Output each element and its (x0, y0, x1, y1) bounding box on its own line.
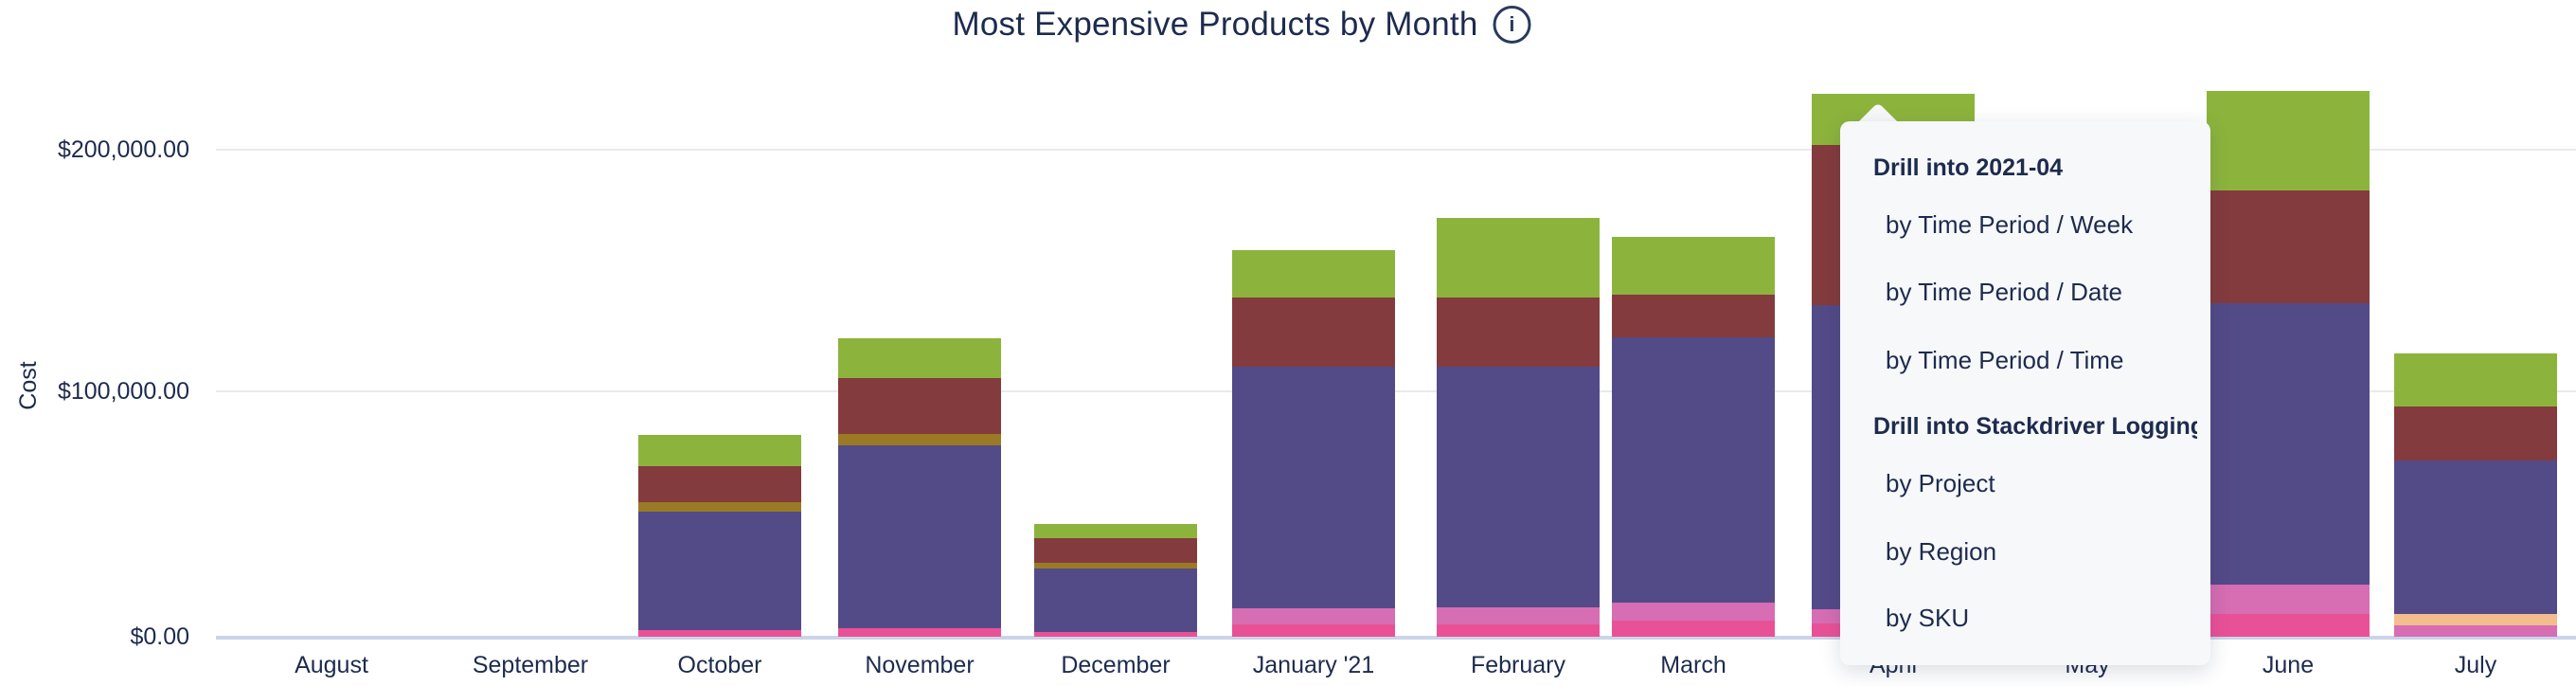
bar-segment-purple[interactable] (838, 445, 1001, 628)
bar-segment-purple[interactable] (1034, 569, 1197, 632)
x-tick-label-october: October (677, 652, 762, 678)
bar-february[interactable] (1437, 218, 1600, 637)
bar-segment-orchid[interactable] (1437, 607, 1600, 624)
bar-segment-olive[interactable] (1034, 563, 1197, 569)
x-tick-label-july: July (2454, 652, 2497, 678)
bar-july[interactable] (2394, 353, 2557, 637)
bar-segment-purple[interactable] (2207, 303, 2370, 585)
bar-january-21[interactable] (1232, 250, 1395, 637)
drill-menu-header: Drill into 2021-04 (1873, 154, 2064, 181)
bar-segment-purple[interactable] (2394, 460, 2557, 614)
drill-menu-item-by-time-period-date[interactable]: by Time Period / Date (1886, 278, 2122, 306)
bar-segment-maroon[interactable] (1232, 298, 1395, 367)
x-tick-label-december: December (1061, 652, 1171, 678)
x-tick-label-august: August (295, 652, 368, 678)
bar-segment-purple[interactable] (638, 512, 801, 630)
chart-header: Most Expensive Products by Month i (953, 6, 1531, 44)
bar-segment-purple[interactable] (1612, 337, 1775, 603)
y-tick-label: $200,000.00 (57, 136, 189, 163)
x-tick-label-september: September (472, 652, 589, 678)
bar-segment-pink[interactable] (2207, 614, 2370, 637)
bar-segment-green[interactable] (1612, 237, 1775, 295)
bar-december[interactable] (1034, 524, 1197, 637)
bar-segment-purple[interactable] (1232, 367, 1395, 608)
bar-segment-maroon[interactable] (2394, 406, 2557, 460)
bar-segment-pink[interactable] (638, 630, 801, 637)
bar-november[interactable] (838, 338, 1001, 637)
bar-segment-maroon[interactable] (2207, 190, 2370, 303)
chart-title: Most Expensive Products by Month (952, 6, 1478, 43)
x-tick-label-february: February (1470, 652, 1566, 678)
bar-segment-olive[interactable] (838, 434, 1001, 445)
x-axis-baseline (216, 636, 2576, 640)
bar-june[interactable] (2207, 91, 2370, 637)
bar-segment-pink[interactable] (1034, 632, 1197, 637)
x-tick-label-march: March (1660, 652, 1726, 678)
bar-segment-orchid[interactable] (1612, 603, 1775, 621)
bar-segment-maroon[interactable] (1437, 298, 1600, 367)
drill-menu-header: Drill into Stackdriver Logging (1873, 413, 2197, 440)
bar-segment-pink[interactable] (1232, 624, 1395, 637)
drill-menu: Drill into 2021-04 by Time Period / Week b… (1840, 121, 2210, 665)
y-tick-label: $0.00 (130, 623, 189, 650)
x-tick-label-november: November (865, 652, 975, 678)
bar-segment-maroon[interactable] (638, 466, 801, 502)
bar-segment-purple[interactable] (1437, 367, 1600, 607)
y-tick-label: $100,000.00 (57, 378, 189, 405)
gridline-200k (216, 149, 2576, 151)
bar-segment-olive[interactable] (638, 502, 801, 512)
bar-segment-maroon[interactable] (1034, 538, 1197, 563)
bar-segment-green[interactable] (1437, 218, 1600, 298)
bar-segment-orchid[interactable] (2394, 625, 2557, 637)
drill-menu-item-by-time-period-week[interactable]: by Time Period / Week (1886, 210, 2134, 239)
x-tick-label-june: June (2262, 652, 2315, 678)
drill-menu-item-by-project[interactable]: by Project (1886, 469, 1995, 497)
bar-segment-pink[interactable] (838, 628, 1001, 637)
x-tick-label-january-21: January '21 (1252, 652, 1375, 678)
bar-segment-maroon[interactable] (838, 378, 1001, 434)
info-icon[interactable]: i (1493, 6, 1531, 44)
bar-march[interactable] (1612, 237, 1775, 637)
bar-segment-orchid[interactable] (1232, 608, 1395, 624)
bar-segment-green[interactable] (838, 338, 1001, 378)
bar-segment-orchid[interactable] (2207, 585, 2370, 614)
bar-segment-green[interactable] (2394, 353, 2557, 406)
bar-october[interactable] (638, 435, 801, 637)
bar-segment-green[interactable] (638, 435, 801, 466)
bar-segment-green[interactable] (1232, 250, 1395, 298)
bar-segment-orange[interactable] (2394, 614, 2557, 625)
bar-segment-green[interactable] (1034, 524, 1197, 538)
bar-segment-pink[interactable] (1612, 621, 1775, 637)
bar-segment-pink[interactable] (1437, 624, 1600, 637)
drill-menu-item-by-sku[interactable]: by SKU (1886, 604, 1970, 632)
drill-menu-item-by-region[interactable]: by Region (1886, 537, 1997, 566)
drill-menu-item-by-time-period-time[interactable]: by Time Period / Time (1886, 346, 2124, 374)
gridline-100k (216, 390, 2576, 392)
bar-segment-maroon[interactable] (1612, 295, 1775, 337)
bar-segment-green[interactable] (2207, 91, 2370, 190)
